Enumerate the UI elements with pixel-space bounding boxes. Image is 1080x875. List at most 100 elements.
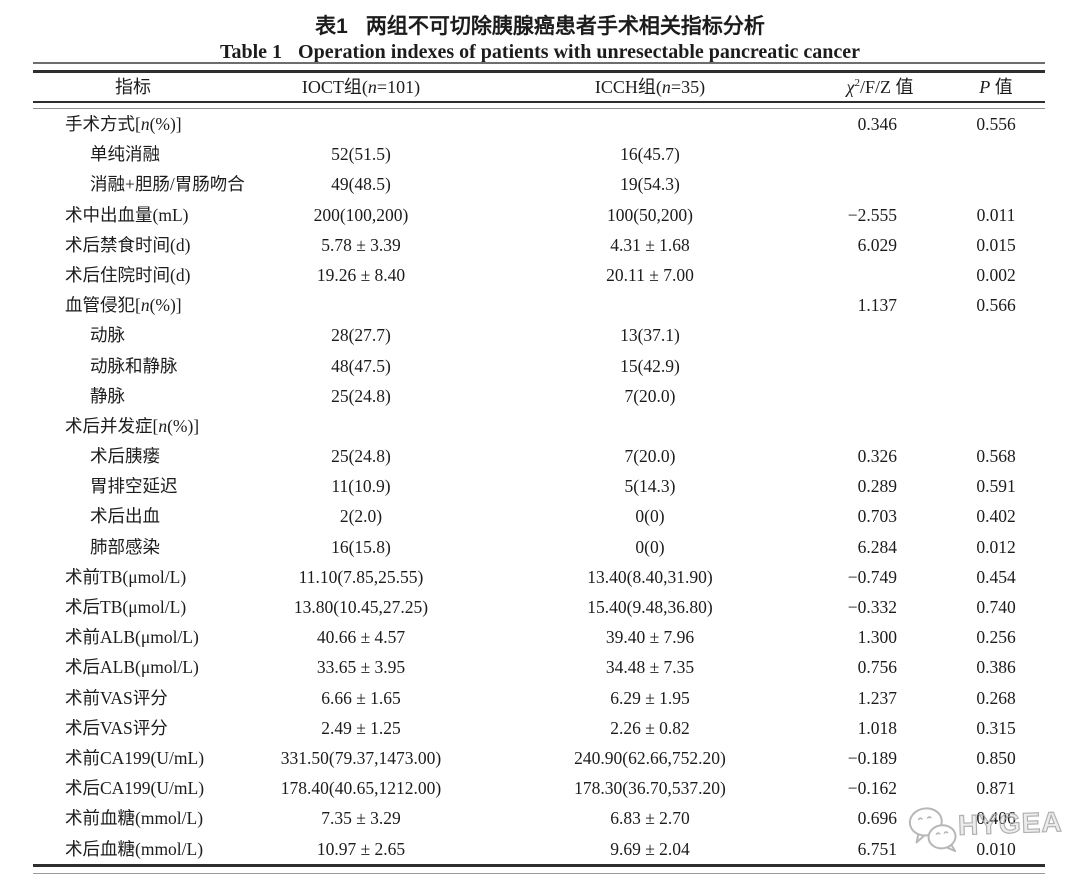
- statistic-value: −0.189: [847, 747, 897, 768]
- table-row: 胃排空延迟 11(10.9) 5(14.3) 0.289 0.591: [33, 471, 1045, 501]
- row-label: 术后ALB(μmol/L): [65, 657, 199, 678]
- p-value: 0.556: [976, 114, 1016, 134]
- ioct-value: 6.66 ± 1.65: [321, 687, 401, 708]
- ioct-value: 331.50(79.37,1473.00): [280, 747, 442, 768]
- icch-value: 240.90(62.66,752.20): [574, 747, 726, 768]
- ioct-value: 40.66 ± 4.57: [316, 627, 406, 648]
- p-value: 0.591: [976, 476, 1016, 497]
- statistic-value: 0.696: [857, 808, 897, 829]
- icch-value: 100(50,200): [606, 204, 694, 225]
- row-label: 胃排空延迟: [90, 476, 178, 497]
- ioct-value: 200(100,200): [313, 204, 409, 225]
- table-row: 术前CA199(U/mL) 331.50(79.37,1473.00) 240.…: [33, 743, 1045, 773]
- table-title-english: Table 1 Operation indexes of patients wit…: [0, 41, 1080, 64]
- p-value: 0.315: [976, 717, 1016, 738]
- table-body: 手术方式[n(%)] 0.346 0.556 单纯消融 52(51.5) 16(…: [33, 109, 1045, 864]
- ioct-value: 16(15.8): [331, 536, 391, 557]
- p-value: 0.740: [976, 597, 1016, 617]
- icch-value: 7(20.0): [624, 446, 676, 467]
- icch-value: 15.40(9.48,36.80): [587, 597, 713, 617]
- icch-value: 6.83 ± 2.70: [610, 808, 690, 829]
- ioct-value: 28(27.7): [331, 325, 391, 346]
- icch-value: 39.40 ± 7.96: [605, 627, 695, 648]
- statistic-value: 1.237: [857, 687, 897, 708]
- header-statistic: χ2/F/Z 值: [846, 77, 914, 97]
- header-ioct-group: IOCT组(n=101): [301, 77, 421, 97]
- ioct-value: 5.78 ± 3.39: [321, 234, 401, 255]
- p-value: 0.015: [976, 234, 1016, 255]
- table-number-en: Table 1: [219, 41, 283, 63]
- table-row: 术后TB(μmol/L) 13.80(10.45,27.25) 15.40(9.…: [33, 592, 1045, 622]
- ioct-value: 178.40(40.65,1212.00): [280, 778, 442, 799]
- table-number-cn: 表1: [315, 15, 348, 38]
- statistic-value: −0.332: [847, 597, 897, 617]
- table-row: 术前VAS评分 6.66 ± 1.65 6.29 ± 1.95 1.237 0.…: [33, 683, 1045, 713]
- statistics-table: 指标 IOCT组(n=101) ICCH组(n=35) χ2/F/Z 值 P 值…: [33, 62, 1045, 874]
- row-label: 消融+胆肠/胃肠吻合: [90, 174, 245, 195]
- row-label: 术前血糖(mmol/L): [65, 808, 204, 829]
- p-value: 0.454: [976, 566, 1016, 587]
- table-row: 消融+胆肠/胃肠吻合 49(48.5) 19(54.3): [33, 169, 1045, 199]
- icch-value: 2.26 ± 0.82: [610, 717, 690, 738]
- table-row: 术后血糖(mmol/L) 10.97 ± 2.65 9.69 ± 2.04 6.…: [33, 834, 1045, 864]
- ioct-value: 48(47.5): [331, 355, 391, 376]
- p-value: 0.012: [976, 536, 1016, 557]
- row-label: 术后血糖(mmol/L): [65, 838, 204, 859]
- statistic-value: 6.751: [857, 838, 897, 859]
- row-label: 手术方式[n(%)]: [65, 114, 182, 134]
- p-value: 0.010: [976, 838, 1016, 859]
- ioct-value: 49(48.5): [331, 174, 391, 195]
- ioct-value: 2.49 ± 1.25: [321, 717, 401, 738]
- table-bottom-rule: [33, 863, 1045, 874]
- table-title-chinese: 表1 两组不可切除胰腺癌患者手术相关指标分析: [0, 10, 1080, 40]
- row-label: 术后禁食时间(d): [65, 234, 191, 255]
- icch-value: 13(37.1): [620, 325, 680, 346]
- header-icch-group: ICCH组(n=35): [594, 77, 706, 97]
- row-label: 血管侵犯[n(%)]: [65, 295, 182, 316]
- statistic-value: −0.162: [847, 778, 897, 799]
- statistic-value: 0.346: [857, 114, 897, 134]
- table-row: 血管侵犯[n(%)] 1.137 0.566: [33, 290, 1045, 320]
- icch-value: 7(20.0): [624, 385, 676, 406]
- table-row: 术前ALB(μmol/L) 40.66 ± 4.57 39.40 ± 7.96 …: [33, 622, 1045, 652]
- table-row: 静脉 25(24.8) 7(20.0): [33, 381, 1045, 411]
- table-row: 术后住院时间(d) 19.26 ± 8.40 20.11 ± 7.00 0.00…: [33, 260, 1045, 290]
- icch-value: 9.69 ± 2.04: [610, 838, 690, 859]
- ioct-value: 11(10.9): [331, 476, 391, 497]
- icch-value: 34.48 ± 7.35: [605, 657, 695, 678]
- row-label: 肺部感染: [90, 536, 160, 557]
- statistic-value: 1.137: [857, 295, 897, 316]
- icch-value: 15(42.9): [620, 355, 680, 376]
- table-row: 动脉 28(27.7) 13(37.1): [33, 320, 1045, 350]
- icch-value: 16(45.7): [620, 144, 680, 165]
- row-label: 动脉和静脉: [90, 355, 178, 376]
- table-row: 术后出血 2(2.0) 0(0) 0.703 0.402: [33, 501, 1045, 531]
- p-value: 0.568: [976, 446, 1016, 467]
- ioct-value: 33.65 ± 3.95: [316, 657, 406, 678]
- table-row: 术后VAS评分 2.49 ± 1.25 2.26 ± 0.82 1.018 0.…: [33, 713, 1045, 743]
- row-label: 静脉: [90, 385, 125, 406]
- table-row: 术后CA199(U/mL) 178.40(40.65,1212.00) 178.…: [33, 773, 1045, 803]
- row-label: 术后住院时间(d): [65, 264, 191, 285]
- table-title-en-text: Operation indexes of patients with unres…: [298, 41, 861, 63]
- table-row: 术后胰瘘 25(24.8) 7(20.0) 0.326 0.568: [33, 441, 1045, 471]
- table-row: 术后ALB(μmol/L) 33.65 ± 3.95 34.48 ± 7.35 …: [33, 652, 1045, 682]
- table-header-row: 指标 IOCT组(n=101) ICCH组(n=35) χ2/F/Z 值 P 值: [33, 73, 1045, 101]
- row-label: 术中出血量(mL): [65, 204, 189, 225]
- table-row: 术后并发症[n(%)]: [33, 411, 1045, 441]
- row-label: 动脉: [90, 325, 125, 346]
- ioct-value: 11.10(7.85,25.55): [298, 566, 424, 587]
- row-label: 术后TB(μmol/L): [65, 597, 187, 617]
- statistic-value: 0.756: [857, 657, 897, 678]
- statistic-value: 0.326: [857, 446, 897, 467]
- row-label: 术后胰瘘: [90, 446, 160, 467]
- row-label: 术后VAS评分: [65, 717, 168, 738]
- ioct-value: 25(24.8): [331, 446, 391, 467]
- ioct-value: 13.80(10.45,27.25): [293, 597, 429, 617]
- p-value: 0.406: [976, 808, 1016, 829]
- p-value: 0.850: [976, 747, 1016, 768]
- p-value: 0.268: [976, 687, 1016, 708]
- ioct-value: 19.26 ± 8.40: [316, 264, 406, 285]
- table-row: 肺部感染 16(15.8) 0(0) 6.284 0.012: [33, 532, 1045, 562]
